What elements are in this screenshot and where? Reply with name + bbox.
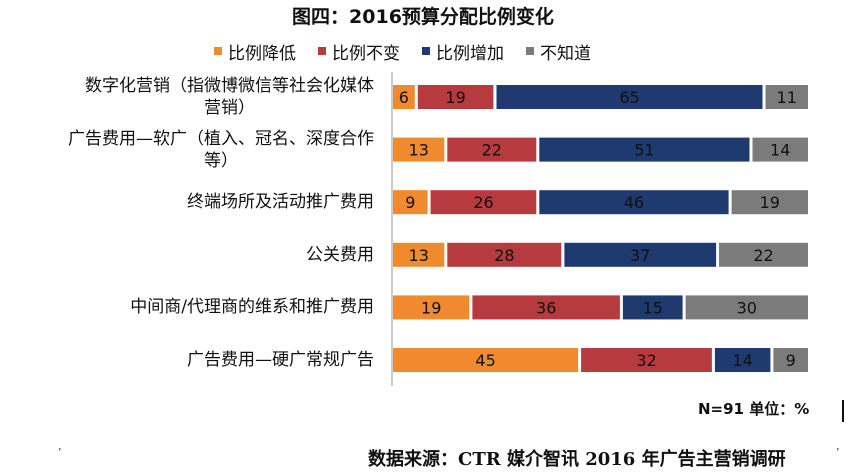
bar-segment [752,137,808,162]
data-label: 9 [786,351,796,370]
bar-segment [430,190,537,215]
legend-swatch [214,47,222,55]
legend-item: 比例降低 [214,39,296,64]
data-label: 13 [409,141,429,160]
data-label: 9 [405,193,415,212]
bar-segment [581,348,712,372]
data-label: 13 [409,246,429,265]
source-note: 数据来源：CTR 媒介智讯 2016 年广告主营销调研 [368,449,786,470]
legend-label: 不知道 [540,43,591,64]
legend-label: 比例增加 [436,43,504,64]
bar-segment [393,295,470,320]
legend-item: 比例不变 [318,39,400,64]
data-label: 19 [421,298,441,317]
legend-label: 比例降低 [228,43,296,64]
bar-segment [714,348,771,372]
legend-swatch [526,47,534,55]
bar-segment [539,190,729,215]
chart-title: 图四：2016预算分配比例变化 [292,6,554,28]
data-label: 36 [536,298,556,317]
data-label: 14 [770,141,790,160]
category-label-line: 广告费用—硬广常规广告 [187,350,374,370]
bar-segment [622,295,683,320]
legend: 比例降低 比例不变 比例增加 不知道 [214,39,613,64]
bar-segment [393,242,445,267]
data-label: 22 [753,246,773,265]
bar-segment [472,295,620,320]
data-label: 46 [624,193,644,212]
bar-segment [773,348,808,372]
category-label: 广告费用—硬广常规广告 [187,349,374,371]
bar-segment [731,190,808,215]
bar-segment [765,85,808,109]
corner-mark [842,400,844,422]
category-label: 终端场所及活动推广费用 [187,191,374,213]
bar-segment [393,190,428,215]
data-label: 26 [473,193,493,212]
bar-segment [393,348,579,372]
bar-segment [447,242,562,267]
data-label: 22 [482,141,502,160]
stray-mark-left: ʼ [58,446,62,459]
legend-swatch [318,47,326,55]
data-label: 28 [494,246,514,265]
category-label-line: 中间商/代理商的维系和推广费用 [130,297,374,318]
data-label: 45 [475,351,495,370]
data-label: 30 [737,298,757,317]
data-label: 51 [634,141,654,160]
category-label-line: 终端场所及活动推广费用 [187,192,374,213]
legend-swatch [422,47,430,55]
bar-segment [685,295,808,320]
data-label: 15 [643,298,663,317]
bar-segment [417,85,494,109]
data-label: 65 [619,88,639,107]
data-label: 37 [630,246,650,265]
category-label: 公关费用 [306,244,374,266]
data-label: 14 [732,351,752,370]
category-label-line: 公关费用 [306,244,374,265]
legend-item: 比例增加 [422,39,504,64]
bar-segment [393,137,445,162]
stray-mark-right: ʼ [836,446,840,459]
bar-segment [539,137,750,162]
bar-segment [447,137,537,162]
bar-segment [496,85,763,109]
data-label: 32 [636,351,656,370]
category-label-line: 等） [204,150,238,171]
category-label-line: 营销） [204,98,255,118]
data-label: 11 [777,88,797,107]
data-label: 19 [760,193,780,212]
unit-note: N=91 单位：% [698,400,810,418]
data-label: 6 [399,88,409,107]
legend-label: 比例不变 [332,43,400,64]
bar-segment [564,242,717,267]
data-label: 19 [445,88,465,107]
category-label-line: 广告费用—软广（植入、冠名、深度合作 [68,128,374,149]
legend-item: 不知道 [526,39,591,64]
category-label-line: 数字化营销（指微博微信等社会化媒体 [85,76,374,96]
category-label: 广告费用—软广（植入、冠名、深度合作 等） [68,128,374,172]
bar-segment [393,85,415,109]
category-label: 数字化营销（指微博微信等社会化媒体 营销） [85,75,374,119]
category-label: 中间商/代理商的维系和推广费用 [130,296,374,318]
bar-segment [719,242,808,267]
